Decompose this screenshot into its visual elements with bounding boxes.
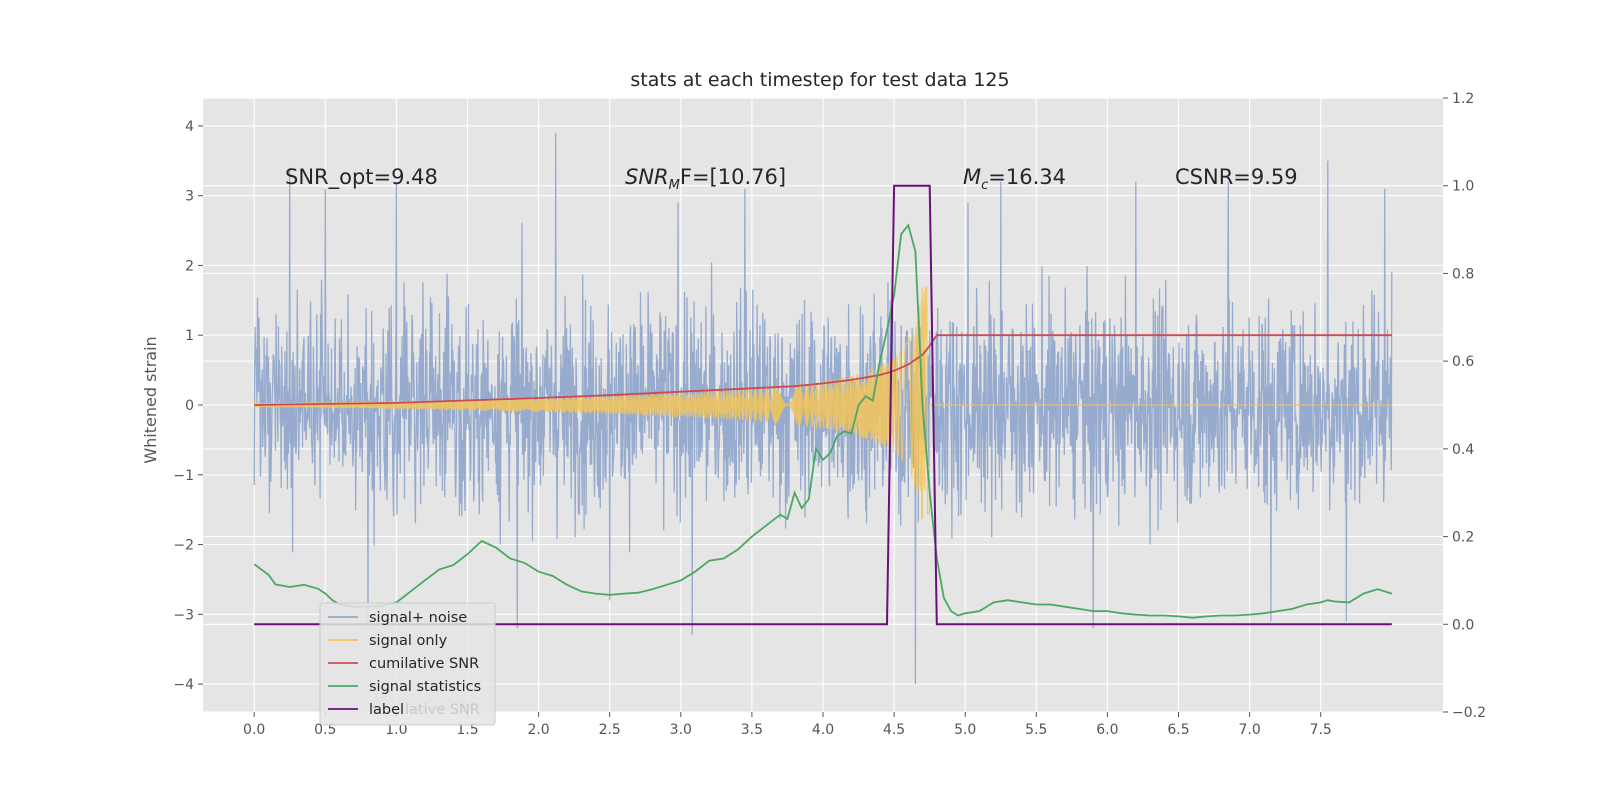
legend-ghost-text: lative SNR bbox=[405, 702, 480, 718]
annotation-snr-mf-rest: F=[10.76] bbox=[680, 165, 786, 189]
x-tick-label: 6.0 bbox=[1096, 722, 1118, 738]
series-cumilative-snr-line bbox=[254, 334, 1392, 406]
annotation-mc-main: M bbox=[963, 165, 981, 189]
series-signal-statistics-line bbox=[253, 223, 1393, 619]
x-tick-label: 2.5 bbox=[599, 722, 621, 738]
legend: lative SNR signal+ noise signal only cumila… bbox=[319, 602, 496, 726]
y2-tick-label: 0.2 bbox=[1452, 530, 1474, 546]
series-layer bbox=[253, 132, 1393, 685]
x-tick-label: 4.5 bbox=[883, 722, 905, 738]
y-tick-label: −4 bbox=[173, 677, 194, 693]
y-tick-label: −1 bbox=[173, 468, 194, 484]
x-tick-label: 0.5 bbox=[314, 722, 336, 738]
legend-item-label: signal only bbox=[369, 633, 448, 649]
x-tick-label: 0.0 bbox=[243, 722, 265, 738]
x-tick-label: 3.5 bbox=[741, 722, 763, 738]
y2-tick-label: 0.8 bbox=[1452, 266, 1474, 282]
y2-tick-label: 0.6 bbox=[1452, 354, 1474, 370]
y-tick-label: 4 bbox=[185, 119, 194, 135]
axes: 0.0 0.5 1.0 1.5 2.0 2.5 3.0 3.5 4.0 4.5 5.0 5.5 6.0 6… bbox=[173, 91, 1486, 738]
x-tick-label: 1.0 bbox=[385, 722, 407, 738]
x-tick-label: 2.0 bbox=[527, 722, 549, 738]
x-tick-label: 4.0 bbox=[812, 722, 834, 738]
x-tick-label: 5.5 bbox=[1025, 722, 1047, 738]
y2-tick-label: 0.4 bbox=[1452, 442, 1474, 458]
x-tick-label: 7.0 bbox=[1238, 722, 1260, 738]
legend-item-label: cumilative SNR bbox=[369, 656, 479, 672]
annotation-snr-mf: SNRMF=[10.76] bbox=[625, 165, 786, 193]
y2-tick-label: 1.2 bbox=[1452, 91, 1474, 107]
x-tick-label: 6.5 bbox=[1167, 722, 1189, 738]
x-tick-label: 1.5 bbox=[456, 722, 478, 738]
series-signal-plus-noise-line bbox=[253, 132, 1393, 685]
y-tick-label: 3 bbox=[185, 189, 194, 205]
x-tick-label: 5.0 bbox=[954, 722, 976, 738]
annotation-snr-opt: SNR_opt=9.48 bbox=[285, 165, 438, 190]
legend-box bbox=[319, 602, 496, 726]
annotation-mc-sub: c bbox=[981, 178, 988, 193]
y-tick-label: 1 bbox=[185, 328, 194, 344]
x-tick-label: 7.5 bbox=[1310, 722, 1332, 738]
legend-item-label: label bbox=[369, 702, 404, 718]
y-tick-label: 0 bbox=[185, 398, 194, 414]
chart-title: stats at each timestep for test data 125 bbox=[630, 69, 1009, 91]
y-tick-label: 2 bbox=[185, 258, 194, 274]
y2-tick-label: 1.0 bbox=[1452, 179, 1474, 195]
legend-item-label: signal statistics bbox=[369, 679, 481, 695]
annotation-mc: Mc=16.34 bbox=[963, 165, 1066, 193]
y-tick-label: −2 bbox=[173, 538, 194, 554]
annotation-mc-rest: =16.34 bbox=[988, 165, 1066, 189]
legend-item-label: signal+ noise bbox=[369, 610, 467, 626]
y2-tick-label: −0.2 bbox=[1452, 705, 1486, 721]
annotation-csnr: CSNR=9.59 bbox=[1175, 165, 1298, 189]
y2-tick-label: 0.0 bbox=[1452, 617, 1474, 633]
y-axis-label: Whitened strain bbox=[141, 336, 160, 463]
x-tick-label: 3.0 bbox=[670, 722, 692, 738]
y-tick-label: −3 bbox=[173, 607, 194, 623]
series-label-line bbox=[254, 184, 1392, 626]
annotation-snr-mf-sub: M bbox=[669, 178, 680, 193]
annotation-snr-mf-main: SNR bbox=[625, 165, 669, 189]
